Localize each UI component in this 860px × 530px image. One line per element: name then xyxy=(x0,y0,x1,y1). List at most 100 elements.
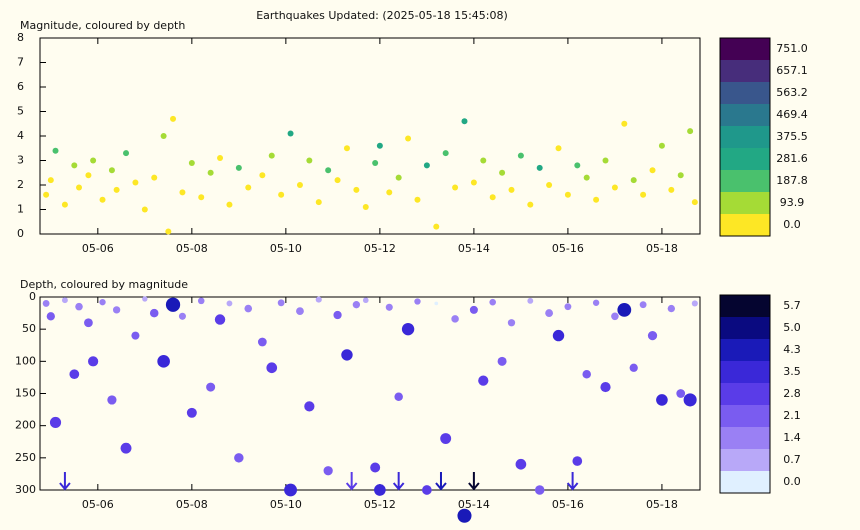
data-point xyxy=(394,392,403,401)
x-tick-label: 05-06 xyxy=(82,242,114,255)
data-point xyxy=(287,130,294,137)
y-tick-label: 3 xyxy=(17,154,24,167)
data-point xyxy=(593,196,600,203)
data-point xyxy=(76,184,83,191)
colorbar-swatch xyxy=(720,471,770,493)
data-point xyxy=(517,152,524,159)
data-point xyxy=(372,159,379,166)
event-arrow xyxy=(392,472,405,491)
x-tick-label: 05-18 xyxy=(646,498,678,511)
data-point xyxy=(179,189,186,196)
data-point xyxy=(266,362,278,374)
data-point xyxy=(151,174,158,181)
colorbar-label: 5.7 xyxy=(783,299,801,312)
data-point xyxy=(442,150,449,157)
data-point xyxy=(245,184,252,191)
data-point xyxy=(84,318,93,328)
data-point xyxy=(649,167,656,174)
data-point xyxy=(433,223,440,230)
data-point xyxy=(69,369,80,380)
data-point xyxy=(142,296,148,302)
colorbar-label: 4.3 xyxy=(783,343,801,356)
y-tick-label: 100 xyxy=(15,354,36,367)
data-point xyxy=(123,150,130,157)
data-point xyxy=(574,162,581,169)
event-arrow xyxy=(435,472,447,491)
data-point xyxy=(592,299,600,306)
data-point xyxy=(334,177,341,184)
data-point xyxy=(658,142,665,149)
plot-frame xyxy=(39,37,701,235)
data-point xyxy=(149,308,159,318)
data-point xyxy=(341,349,353,361)
x-tick-label: 05-16 xyxy=(552,498,584,511)
data-point xyxy=(131,331,140,340)
data-point xyxy=(440,433,452,444)
x-tick-label: 05-14 xyxy=(458,242,490,255)
data-point xyxy=(160,133,167,139)
data-point xyxy=(257,337,267,347)
colorbar-swatch xyxy=(720,60,770,82)
data-point xyxy=(90,157,97,164)
data-point xyxy=(75,302,83,311)
data-point xyxy=(43,191,50,198)
colorbar-label: 0.0 xyxy=(783,218,801,231)
colorbar-swatch xyxy=(720,405,770,427)
data-point xyxy=(668,186,675,193)
data-point xyxy=(88,356,99,367)
colorbar-frame xyxy=(719,294,771,494)
x-tick-label: 05-10 xyxy=(270,498,302,511)
y-tick-label: 4 xyxy=(17,129,24,142)
colorbar-swatch xyxy=(720,295,770,317)
plot-frame xyxy=(39,296,701,491)
data-point xyxy=(602,157,609,164)
colorbar-label: 2.1 xyxy=(783,409,801,422)
data-point xyxy=(376,142,383,149)
data-point xyxy=(691,199,698,206)
data-point xyxy=(423,162,430,169)
data-point xyxy=(108,167,115,174)
colorbar-label: 187.8 xyxy=(776,174,808,187)
data-point xyxy=(306,157,313,164)
data-point xyxy=(621,120,628,127)
y-tick-label: 8 xyxy=(17,31,24,44)
data-point xyxy=(676,389,686,398)
data-point xyxy=(546,182,553,188)
data-point xyxy=(165,297,181,312)
data-point xyxy=(99,196,106,203)
y-tick-label: 0 xyxy=(29,290,36,303)
data-point xyxy=(296,307,304,316)
data-point xyxy=(507,319,516,327)
data-point xyxy=(489,194,496,201)
data-point xyxy=(49,416,62,429)
data-point xyxy=(61,297,68,304)
data-point xyxy=(113,186,120,193)
data-point xyxy=(198,194,205,201)
data-point xyxy=(235,164,242,171)
chart-title: Earthquakes Updated: (2025-05-18 15:45:0… xyxy=(256,9,508,22)
data-point xyxy=(277,299,285,307)
x-tick-label: 05-12 xyxy=(364,242,396,255)
data-point xyxy=(414,298,421,305)
colorbar-swatch xyxy=(720,38,770,60)
colorbar-label: 0.0 xyxy=(783,475,801,488)
data-point xyxy=(572,456,583,466)
colorbar-label: 375.5 xyxy=(776,130,808,143)
y-tick-label: 7 xyxy=(17,56,24,69)
colorbar-label: 0.7 xyxy=(783,453,801,466)
data-point xyxy=(687,128,694,135)
y-tick-label: 300 xyxy=(15,483,36,496)
y-tick-label: 0 xyxy=(17,227,24,240)
data-point xyxy=(170,115,177,122)
x-tick-label: 05-08 xyxy=(176,242,208,255)
colorbar-swatch xyxy=(720,427,770,449)
data-point xyxy=(352,301,361,309)
data-point xyxy=(534,485,545,495)
data-point xyxy=(611,184,618,191)
data-point xyxy=(374,484,386,496)
data-point xyxy=(61,201,68,208)
data-point xyxy=(470,179,477,186)
data-point xyxy=(582,369,591,379)
colorbar-swatch xyxy=(720,148,770,170)
data-point xyxy=(683,393,697,407)
